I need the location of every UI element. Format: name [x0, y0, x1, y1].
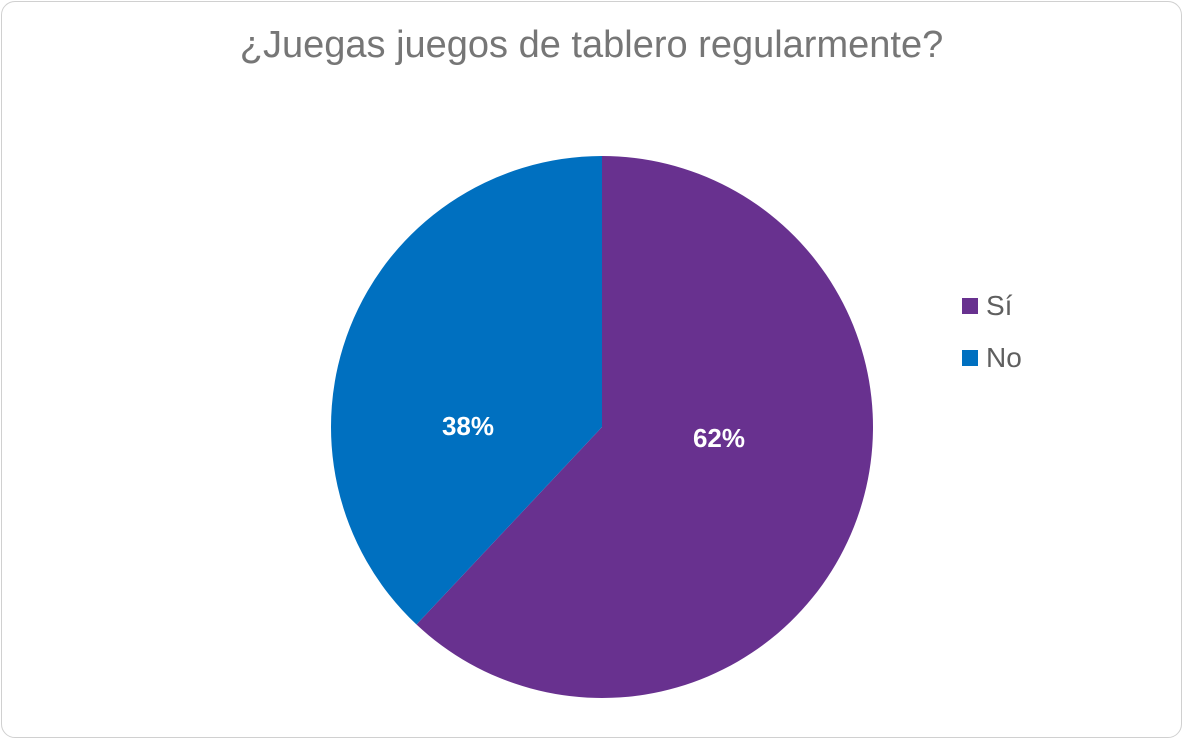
- legend-item-si: Sí: [962, 280, 1022, 332]
- data-label-si: 62%: [693, 423, 745, 453]
- legend-label-si: Sí: [986, 290, 1013, 321]
- chart-title: ¿Juegas juegos de tablero regularmente?: [239, 24, 944, 66]
- pie-slice-si: [416, 156, 873, 698]
- legend: Sí No: [962, 280, 1022, 384]
- legend-swatch-no: [962, 350, 978, 366]
- legend-item-no: No: [962, 332, 1022, 384]
- data-label-no: 38%: [442, 411, 494, 441]
- legend-swatch-si: [962, 298, 978, 314]
- pie-slice-no: [331, 155, 602, 625]
- legend-label-no: No: [986, 342, 1022, 373]
